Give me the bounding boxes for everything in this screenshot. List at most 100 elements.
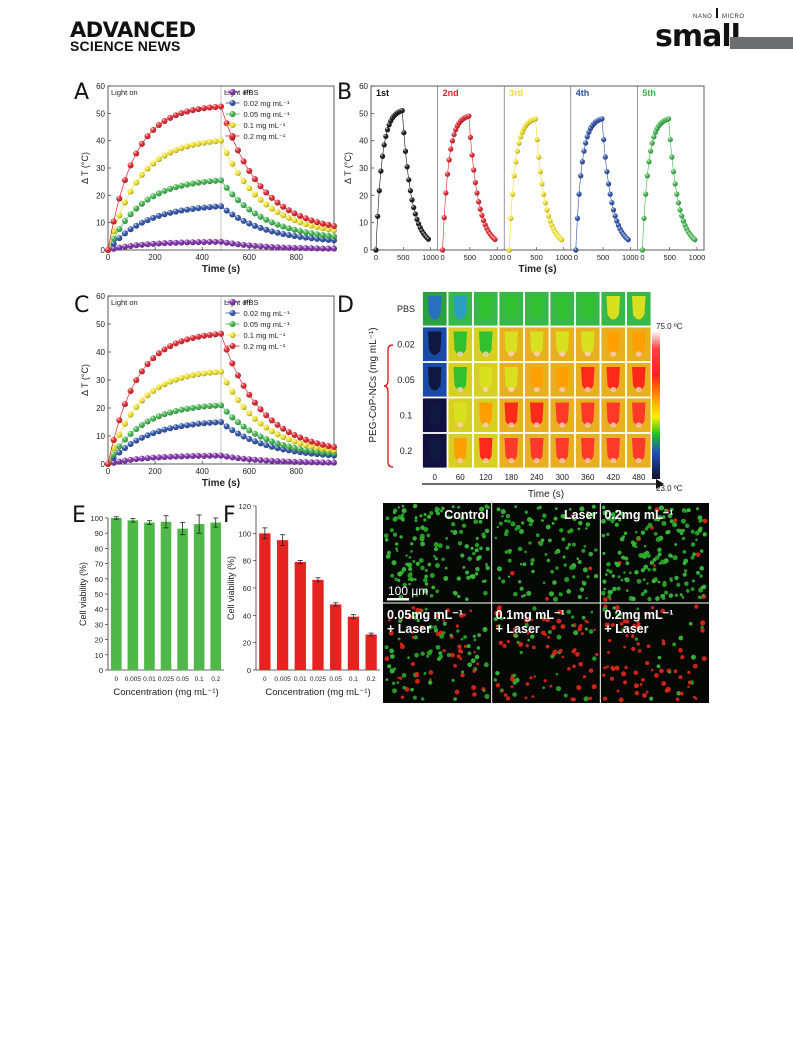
live-cell (436, 618, 439, 622)
data-point-shade (155, 122, 162, 129)
live-cell (672, 555, 678, 561)
live-cell (687, 508, 691, 512)
data-point-shade (218, 103, 224, 110)
live-cell (661, 520, 667, 526)
data-point-shade (167, 209, 174, 216)
data-point-shade (314, 440, 321, 447)
live-cell (464, 544, 469, 549)
data-point-shade (189, 205, 196, 212)
bar (110, 518, 122, 670)
dead-cell (678, 675, 683, 680)
bar (294, 562, 306, 670)
live-cell (563, 693, 568, 698)
live-cell (426, 514, 432, 519)
live-cell (474, 654, 480, 660)
live-cell (482, 689, 486, 693)
dead-cell (525, 682, 530, 686)
live-cell (528, 522, 533, 527)
live-cell (680, 531, 684, 536)
y-tick-label: 40 (359, 137, 368, 146)
live-cell (622, 535, 626, 539)
live-cell (464, 597, 469, 602)
live-cell (443, 576, 449, 581)
legend-entry: 0.02 mg mL⁻¹ (244, 99, 291, 108)
heatmap-tube (606, 331, 620, 355)
dead-cell (471, 685, 477, 691)
live-cell (400, 513, 405, 517)
data-point-shade (127, 387, 134, 394)
heatmap-col-label: 420 (607, 473, 621, 482)
dead-cell (459, 657, 463, 661)
dead-cell (531, 695, 535, 699)
heatmap-row-label: 0.05 (397, 375, 415, 385)
data-point-shade (127, 242, 134, 249)
data-point-shade (172, 239, 179, 246)
live-cell (657, 552, 662, 557)
live-cell (690, 587, 695, 591)
data-point-shade (150, 415, 157, 422)
heatmap-tube (555, 438, 569, 462)
live-cell (497, 624, 501, 628)
data-point-shade (184, 206, 191, 213)
data-point-shade (448, 146, 454, 152)
micrograph-label: 0.1mg mL⁻¹ (496, 608, 565, 622)
x-tick-label: 0.2 (367, 676, 376, 683)
dead-cell (388, 618, 391, 622)
data-point-shade (178, 338, 185, 345)
heatmap-tube (504, 402, 518, 426)
data-point-shade (651, 134, 657, 140)
live-cell (697, 515, 703, 521)
live-cell (483, 662, 489, 668)
y-tick-label: 10 (96, 219, 105, 228)
live-cell (433, 547, 439, 552)
x-tick-label: 800 (290, 253, 304, 262)
live-cell (397, 571, 403, 577)
legend-marker-shade (229, 332, 236, 338)
data-point-shade (285, 429, 292, 436)
data-point-shade (110, 235, 117, 242)
data-point-shade (411, 204, 417, 211)
data-point-shade (155, 413, 162, 420)
dead-cell (442, 649, 446, 653)
live-cell (412, 503, 418, 509)
live-cell (513, 633, 519, 639)
heatmap-tube (632, 331, 646, 355)
dead-cell (621, 671, 627, 677)
live-cell (643, 564, 649, 570)
live-cell (588, 551, 594, 557)
data-point-shade (212, 203, 219, 210)
dead-cell (680, 655, 685, 660)
dead-cell (636, 621, 641, 626)
annotation-light-off: Light off (224, 88, 251, 97)
data-point-shade (229, 427, 236, 434)
data-point-shade (184, 453, 191, 460)
live-cell (579, 506, 585, 512)
data-point-shade (223, 239, 230, 246)
bar (193, 524, 205, 670)
live-cell (558, 592, 563, 597)
data-point-shade (167, 149, 174, 156)
live-cell (660, 559, 666, 565)
data-point-shade (302, 441, 309, 448)
dead-cell (399, 676, 403, 680)
data-point-shade (325, 245, 332, 252)
x-axis-label: Time (s) (518, 264, 556, 275)
live-cell (555, 685, 562, 692)
live-cell (423, 672, 427, 675)
live-cell (586, 575, 590, 579)
data-point-shade (161, 426, 168, 433)
legend-entry: 0.05 mg mL⁻¹ (244, 110, 291, 119)
live-cell (473, 638, 477, 642)
data-point-shade (121, 457, 128, 464)
live-cell (412, 695, 417, 700)
dead-cell (453, 664, 458, 668)
data-point-shade (144, 418, 151, 425)
data-point-shade (184, 405, 191, 412)
data-point-shade (218, 452, 224, 459)
data-point-shade (414, 216, 420, 222)
live-cell (640, 568, 646, 573)
live-cell (477, 633, 481, 637)
data-point-shade (167, 343, 174, 350)
live-cell (395, 547, 398, 550)
live-cell (681, 536, 686, 541)
